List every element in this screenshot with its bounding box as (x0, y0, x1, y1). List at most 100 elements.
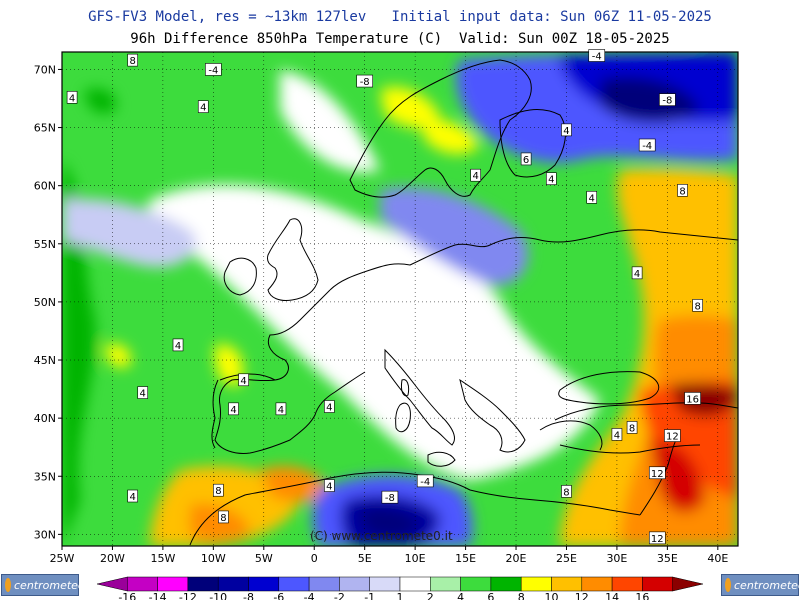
colorbar-swatch (187, 576, 219, 592)
contour-label-text: 4 (326, 403, 332, 414)
contour-label-text: -4 (208, 65, 218, 76)
contour-label-text: 4 (240, 376, 246, 387)
contour-label-text: 8 (129, 56, 135, 67)
contour-label: -8 (356, 74, 373, 88)
contour-label-text: 4 (200, 103, 206, 114)
lat-tick-label: 60N (34, 180, 56, 193)
temperature-difference-field (62, 52, 738, 546)
lat-tick-label: 65N (34, 122, 56, 135)
contour-label-text: -8 (662, 96, 672, 107)
map-title: GFS-FV3 Model, res = ~13km 127lev Initia… (88, 9, 712, 25)
colorbar-swatch (369, 576, 401, 592)
contour-label-text: 4 (548, 175, 554, 186)
contour-label: 4 (324, 479, 335, 493)
colorbar-swatch (278, 576, 310, 592)
colorbar-label: 6 (487, 591, 494, 600)
colorbar-swatch (460, 576, 492, 592)
contour-label: 4 (137, 386, 149, 400)
map-subtitle: 96h Difference 850hPa Temperature (C) Va… (130, 31, 670, 47)
contour-label-text: 12 (666, 432, 679, 443)
lon-tick-label: 20W (100, 552, 125, 565)
contour-label-text: 8 (629, 423, 635, 434)
lon-tick-label: 5W (255, 552, 273, 565)
colorbar-swatch (127, 576, 158, 592)
contour-label-text: 4 (589, 193, 595, 204)
contour-label: 4 (561, 123, 572, 137)
contour-label-text: 4 (140, 389, 146, 400)
colorbar-label: 8 (518, 591, 525, 600)
lon-tick-label: 0 (311, 552, 318, 565)
contour-label: 12 (648, 466, 666, 480)
colorbar-label: 10 (545, 591, 559, 600)
contour-label: 8 (127, 53, 138, 67)
lat-tick-label: 35N (34, 470, 56, 483)
colorbar-label: -2 (334, 591, 345, 600)
graticule-grid (62, 52, 738, 546)
contour-label: 4 (631, 266, 643, 280)
contour-label-text: 12 (651, 469, 664, 480)
contour-label-text: 8 (563, 487, 569, 498)
colorbar-label: 12 (575, 591, 589, 600)
contour-label: -8 (381, 490, 399, 504)
contour-label-text: 4 (230, 405, 236, 416)
contour-label-text: 4 (614, 430, 620, 441)
contour-label: -4 (638, 138, 656, 152)
lat-tick-label: 45N (34, 354, 56, 367)
contour-label: 4 (238, 373, 249, 387)
contour-label: 12 (664, 429, 681, 443)
colorbar-label: -14 (149, 591, 167, 600)
contour-label: 8 (692, 299, 703, 312)
centrometeo-logo-icon (725, 578, 731, 592)
contour-label-text: 4 (326, 482, 332, 493)
colorbar-label: -12 (179, 591, 197, 600)
centrometeo-logo-right: centrometeo (721, 574, 800, 596)
colorbar-label: -10 (209, 591, 227, 600)
lon-tick-label: 25E (556, 552, 577, 565)
colorbar-swatch (248, 576, 280, 592)
lon-tick-label: 5E (358, 552, 372, 565)
contour-label: -4 (416, 474, 434, 488)
logo-text: centrometeo (14, 578, 85, 592)
contour-label-text: 12 (651, 534, 664, 545)
colorbar-swatch (430, 576, 461, 592)
contour-label: 4 (275, 402, 287, 416)
lat-tick-label: 50N (34, 296, 56, 309)
lat-tick-label: 55N (34, 238, 56, 251)
colorbar-label: -16 (118, 591, 136, 600)
colorbar-label: -6 (273, 591, 284, 600)
lon-tick-label: 35E (657, 552, 678, 565)
lat-tick-label: 30N (34, 528, 56, 541)
colorbar-swatch (611, 576, 643, 592)
contour-label: 4 (197, 100, 209, 114)
centrometeo-logo-left: centrometeo (1, 574, 85, 596)
contour-label: 4 (172, 338, 184, 352)
contour-label: 4 (228, 402, 239, 416)
contour-label: 4 (586, 190, 598, 204)
lon-tick-label: 20E (506, 552, 527, 565)
contour-label: 6 (520, 152, 532, 166)
contour-label: 8 (626, 421, 638, 434)
colorbar-swatch (551, 576, 583, 592)
colorbar-swatch (217, 576, 249, 592)
contour-label: -4 (205, 63, 222, 76)
contour-label-text: -8 (360, 77, 370, 88)
contour-label: 8 (561, 485, 572, 498)
longitude-axis: 25W 20W 15W 10W 5W 0 5E 10E 15E 20E 25E 30E 35E 40E (50, 546, 728, 565)
contour-label-text: 4 (129, 492, 135, 503)
colorbar-swatch (339, 576, 370, 592)
lat-tick-label: 40N (34, 412, 56, 425)
contour-label-text: 4 (472, 171, 478, 182)
map-frame (61, 51, 739, 547)
contour-label: 12 (648, 531, 666, 545)
colorbar-label: -1 (364, 591, 375, 600)
contour-label: 4 (324, 400, 335, 414)
lat-tick-label: 70N (34, 63, 56, 76)
colorbar-swatch (520, 576, 552, 592)
contour-label-text: 8 (215, 486, 221, 497)
contour-label-text: -8 (385, 493, 395, 504)
contour-label-text: 4 (634, 269, 640, 280)
colorbar-swatch (308, 576, 340, 592)
colorbar-swatch (642, 576, 673, 592)
